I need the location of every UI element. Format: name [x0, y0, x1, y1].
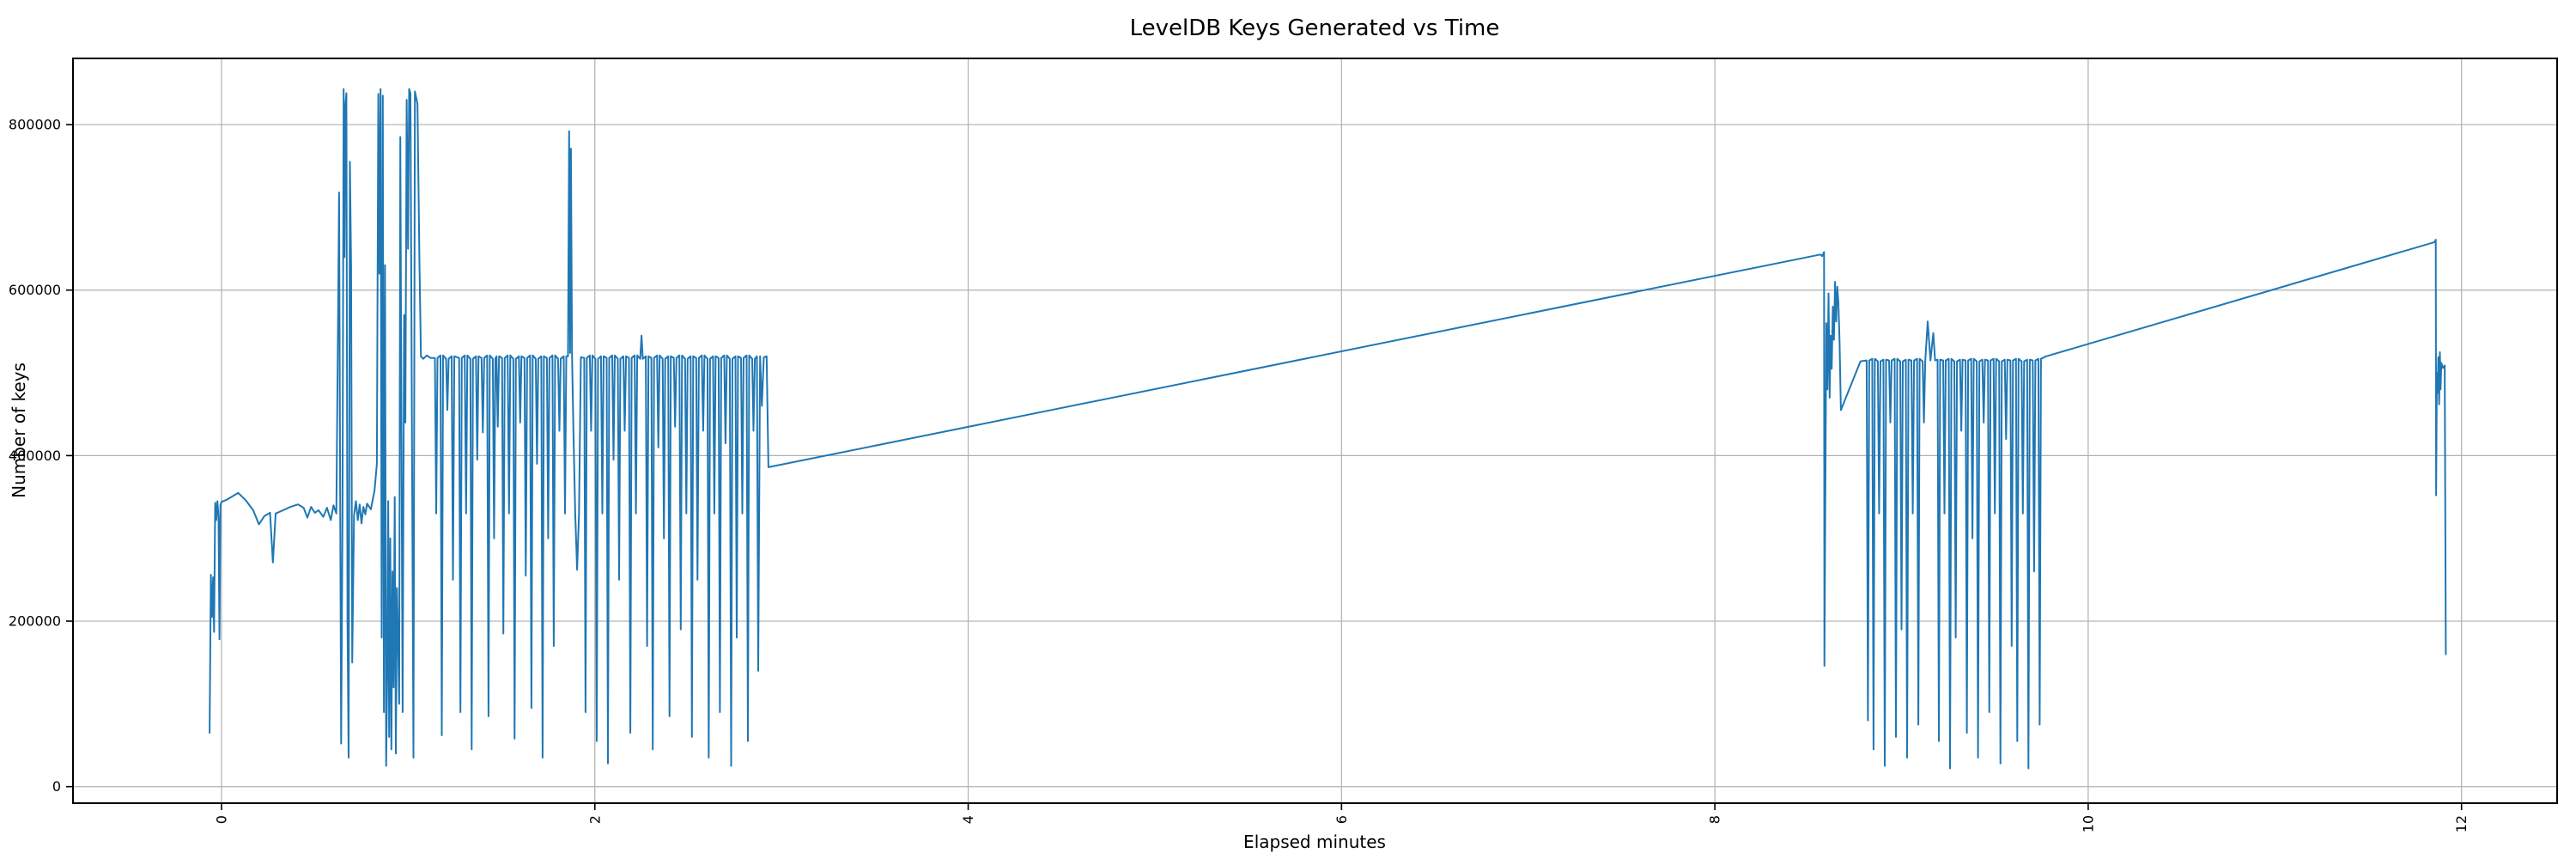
x-tick-label: 2: [586, 815, 603, 824]
plot-spines: [72, 58, 2558, 804]
y-tick-label: 800000: [9, 117, 61, 133]
y-tick-label: 400000: [9, 448, 61, 464]
data-line-keys: [209, 88, 2447, 770]
y-tick-label: 600000: [9, 282, 61, 298]
x-axis-label: Elapsed minutes: [1243, 832, 1386, 852]
x-tick-label: 12: [2453, 815, 2470, 832]
y-tick-label: 200000: [9, 613, 61, 630]
gridlines: [73, 58, 2557, 803]
x-tick-label: 6: [1334, 815, 1350, 824]
chart-title: LevelDB Keys Generated vs Time: [1129, 15, 1500, 41]
x-tick-label: 10: [2080, 815, 2096, 832]
y-tick-label: 0: [52, 778, 61, 795]
x-tick-label: 8: [1707, 815, 1723, 824]
tick-labels: 0 2 4 6 8 10 12 0 200000 400000 600000 800000: [9, 117, 2470, 833]
ticks: [66, 124, 2463, 810]
x-tick-label: 0: [213, 815, 229, 824]
x-tick-label: 4: [960, 815, 976, 824]
